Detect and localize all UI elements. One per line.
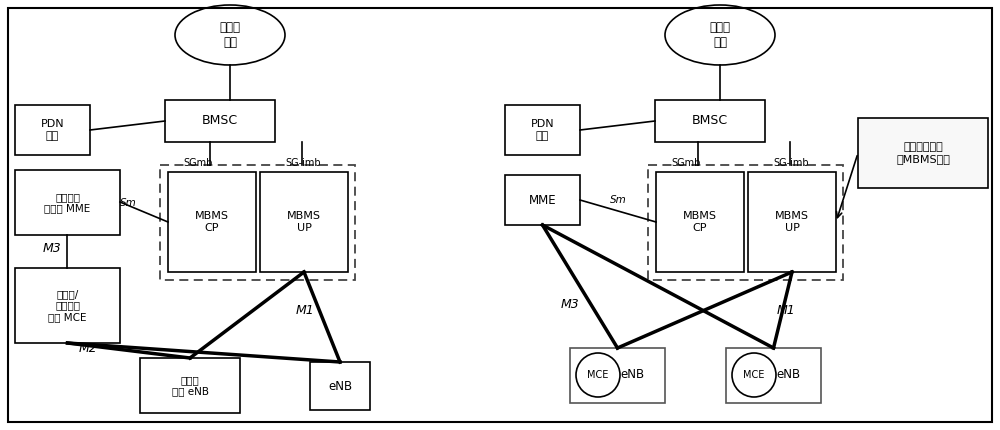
Bar [570, 348, 665, 403]
Text: PDN
网关: PDN 网关 [531, 119, 554, 141]
Bar [726, 348, 821, 403]
Text: 内容提
供者: 内容提 供者 [220, 21, 240, 49]
Bar [165, 100, 275, 142]
Text: SGmb: SGmb [183, 158, 213, 168]
Text: 内容提
供者: 内容提 供者 [710, 21, 730, 49]
Bar [656, 172, 744, 272]
Bar [858, 118, 988, 188]
Text: MME: MME [529, 194, 556, 206]
Bar [310, 362, 370, 410]
Text: eNB: eNB [620, 369, 644, 381]
Bar [505, 175, 580, 225]
Text: MCE: MCE [743, 370, 765, 380]
Text: M3: M3 [561, 298, 579, 311]
Text: M2: M2 [79, 341, 97, 354]
Text: MBMS
UP: MBMS UP [287, 211, 321, 233]
Bar [140, 358, 240, 413]
Text: SGmb: SGmb [671, 158, 701, 168]
Ellipse shape [576, 353, 620, 397]
Bar [655, 100, 765, 142]
Text: eNB: eNB [328, 380, 352, 393]
Text: Sm: Sm [610, 195, 626, 205]
Text: PDN
网关: PDN 网关 [41, 119, 64, 141]
Bar [160, 165, 355, 280]
Text: SG-imb: SG-imb [773, 158, 809, 168]
Bar [15, 268, 120, 343]
Text: BMSC: BMSC [692, 114, 728, 128]
Text: 组播和广播业
务MBMS网关: 组播和广播业 务MBMS网关 [896, 142, 950, 164]
Ellipse shape [175, 5, 285, 65]
Text: Sm: Sm [120, 198, 136, 208]
Bar [168, 172, 256, 272]
Text: SG-imb: SG-imb [285, 158, 321, 168]
Bar [748, 172, 836, 272]
Text: MBMS
UP: MBMS UP [775, 211, 809, 233]
Text: 演进型
基站 eNB: 演进型 基站 eNB [172, 375, 208, 396]
Ellipse shape [665, 5, 775, 65]
Text: M1: M1 [777, 304, 795, 316]
Text: MBMS
CP: MBMS CP [195, 211, 229, 233]
Bar [15, 105, 90, 155]
Text: 移动性管
理实体 MME: 移动性管 理实体 MME [44, 192, 91, 213]
Text: M3: M3 [43, 242, 61, 255]
Text: MCE: MCE [587, 370, 609, 380]
Bar [260, 172, 348, 272]
Text: eNB: eNB [776, 369, 800, 381]
Text: MBMS
CP: MBMS CP [683, 211, 717, 233]
Text: M1: M1 [296, 304, 314, 316]
Bar [648, 165, 843, 280]
Ellipse shape [732, 353, 776, 397]
Bar [505, 105, 580, 155]
Bar [15, 170, 120, 235]
Text: 多小区/
多播协同
实体 MCE: 多小区/ 多播协同 实体 MCE [48, 289, 87, 322]
Text: BMSC: BMSC [202, 114, 238, 128]
